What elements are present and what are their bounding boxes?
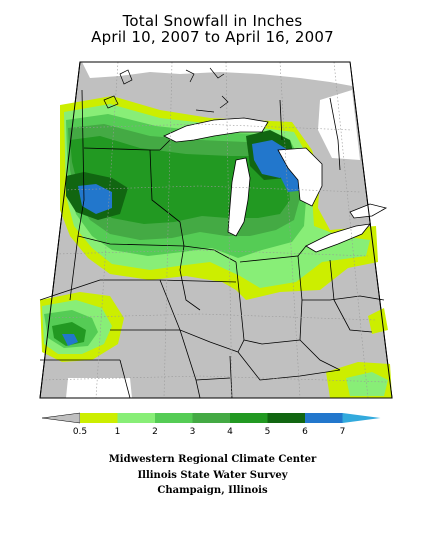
legend-swatch-4 — [193, 413, 231, 423]
legend-tick-label: 2 — [152, 427, 158, 437]
legend-arrow-below — [42, 413, 80, 423]
credit-line-3: Champaign, Illinois — [0, 483, 425, 499]
map-panel — [40, 62, 392, 398]
legend-swatch-6 — [268, 413, 306, 423]
legend-tick-label: 1 — [115, 427, 121, 437]
legend-tick-label: 7 — [340, 427, 346, 437]
legend-tick-label: 0.5 — [73, 427, 87, 437]
legend-swatch-2 — [118, 413, 156, 423]
legend-tick-label: 5 — [265, 427, 271, 437]
legend-tick-label: 3 — [190, 427, 196, 437]
legend-tick-label: 6 — [302, 427, 308, 437]
credit-line-1: Midwestern Regional Climate Center — [0, 452, 425, 468]
legend-tick-label: 4 — [227, 427, 233, 437]
no-data-south — [66, 378, 132, 398]
legend-swatch-3 — [155, 413, 193, 423]
credit-line-2: Illinois State Water Survey — [0, 468, 425, 484]
legend-colorbar: 0.5 1 2 3 4 5 6 7 — [42, 413, 381, 437]
legend-swatch-5 — [230, 413, 268, 423]
legend-arrow-above — [343, 413, 381, 423]
legend-swatch-1 — [80, 413, 118, 423]
legend-swatch-7 — [305, 413, 343, 423]
